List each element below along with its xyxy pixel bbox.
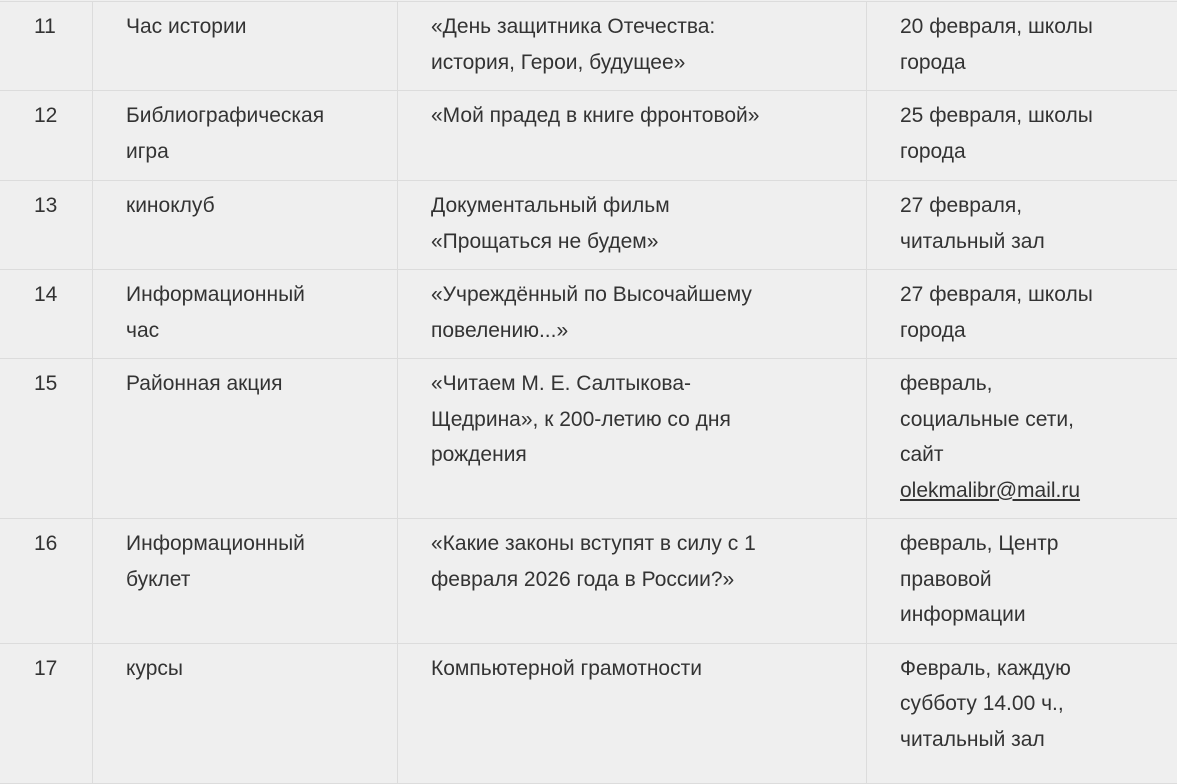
- table-row: 12 Библиографическая игра «Мой прадед в …: [0, 91, 1177, 181]
- row-number: 15: [0, 359, 93, 519]
- event-title: Компьютерной грамотности: [398, 643, 867, 783]
- event-title: «Мой прадед в книге фронтовой»: [398, 91, 867, 181]
- table-row: 16 Информационный буклет «Какие законы в…: [0, 519, 1177, 644]
- event-date-place: 20 февраля, школы города: [867, 2, 1177, 91]
- event-title: «Учреждённый по Высочайшему повелению...…: [398, 270, 867, 359]
- event-title: «Какие законы вступят в силу с 1 февраля…: [398, 519, 867, 644]
- email-link[interactable]: olekmalibr@mail.ru: [900, 479, 1080, 502]
- row-number: 16: [0, 519, 93, 644]
- table-row: 15 Районная акция «Читаем М. Е. Салтыков…: [0, 359, 1177, 519]
- event-date-place-text: февраль, социальные сети, сайт: [900, 372, 1074, 466]
- row-number: 14: [0, 270, 93, 359]
- event-date-place: Февраль, каждую субботу 14.00 ч., читаль…: [867, 643, 1177, 783]
- row-number: 17: [0, 643, 93, 783]
- table-row: 14 Информационный час «Учреждённый по Вы…: [0, 270, 1177, 359]
- event-title: «День защитника Отечества: история, Геро…: [398, 2, 867, 91]
- row-number: 12: [0, 91, 93, 181]
- event-date-place: февраль, Центр правовой информации: [867, 519, 1177, 644]
- event-title: Документальный фильм «Прощаться не будем…: [398, 181, 867, 270]
- event-date-place: 27 февраля, читальный зал: [867, 181, 1177, 270]
- event-type: Час истории: [93, 2, 398, 91]
- table-row: 17 курсы Компьютерной грамотности Феврал…: [0, 643, 1177, 783]
- event-type: киноклуб: [93, 181, 398, 270]
- event-type: курсы: [93, 643, 398, 783]
- table-row: 13 киноклуб Документальный фильм «Прощат…: [0, 181, 1177, 270]
- event-type: Библиографическая игра: [93, 91, 398, 181]
- event-type: Районная акция: [93, 359, 398, 519]
- row-number: 11: [0, 2, 93, 91]
- event-type: Информационный буклет: [93, 519, 398, 644]
- row-number: 13: [0, 181, 93, 270]
- event-date-place: 25 февраля, школы города: [867, 91, 1177, 181]
- event-type: Информационный час: [93, 270, 398, 359]
- event-date-place: 27 февраля, школы города: [867, 270, 1177, 359]
- event-date-place: февраль, социальные сети, сайт olekmalib…: [867, 359, 1177, 519]
- table-row: 11 Час истории «День защитника Отечества…: [0, 2, 1177, 91]
- event-title: «Читаем М. Е. Салтыкова- Щедрина», к 200…: [398, 359, 867, 519]
